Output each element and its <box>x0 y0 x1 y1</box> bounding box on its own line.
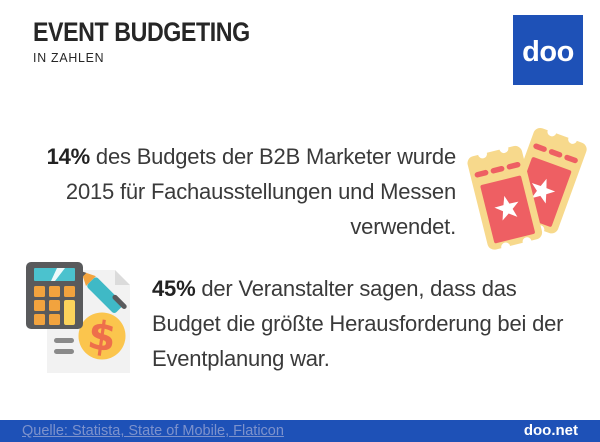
stat-description: des Budgets der B2B Marketer wurde 2015 … <box>65 144 456 239</box>
calculator-shape <box>26 262 83 329</box>
tickets-icon <box>456 124 594 254</box>
header: EVENT BUDGETING IN ZAHLEN <box>33 17 285 66</box>
page-title: EVENT BUDGETING <box>33 17 250 47</box>
doo-logo-text: doo <box>522 35 574 68</box>
tickets-icon-svg <box>456 124 594 254</box>
page-subtitle: IN ZAHLEN <box>33 50 105 65</box>
footer-bar: Quelle: Statista, State of Mobile, Flati… <box>0 420 600 442</box>
dollar-coin: $ <box>78 312 126 362</box>
stat-trade-shows: 14% des Budgets der B2B Marketer wurde 2… <box>28 139 457 244</box>
stat-value: 45% <box>152 276 196 301</box>
stat-description: der Veranstalter sagen, dass das Budget … <box>152 276 564 371</box>
doo-logo: doo <box>513 15 583 85</box>
stat-value: 14% <box>46 144 91 169</box>
budget-calculator-icon: $ <box>22 262 140 380</box>
source-credit: Quelle: Statista, State of Mobile, Flati… <box>22 423 284 439</box>
budget-calculator-icon-svg: $ <box>26 262 130 373</box>
svg-text:$: $ <box>85 312 119 361</box>
website-url: doo.net <box>523 422 578 439</box>
stat-budget-challenge: 45% der Veranstalter sagen, dass das Bud… <box>152 271 584 376</box>
